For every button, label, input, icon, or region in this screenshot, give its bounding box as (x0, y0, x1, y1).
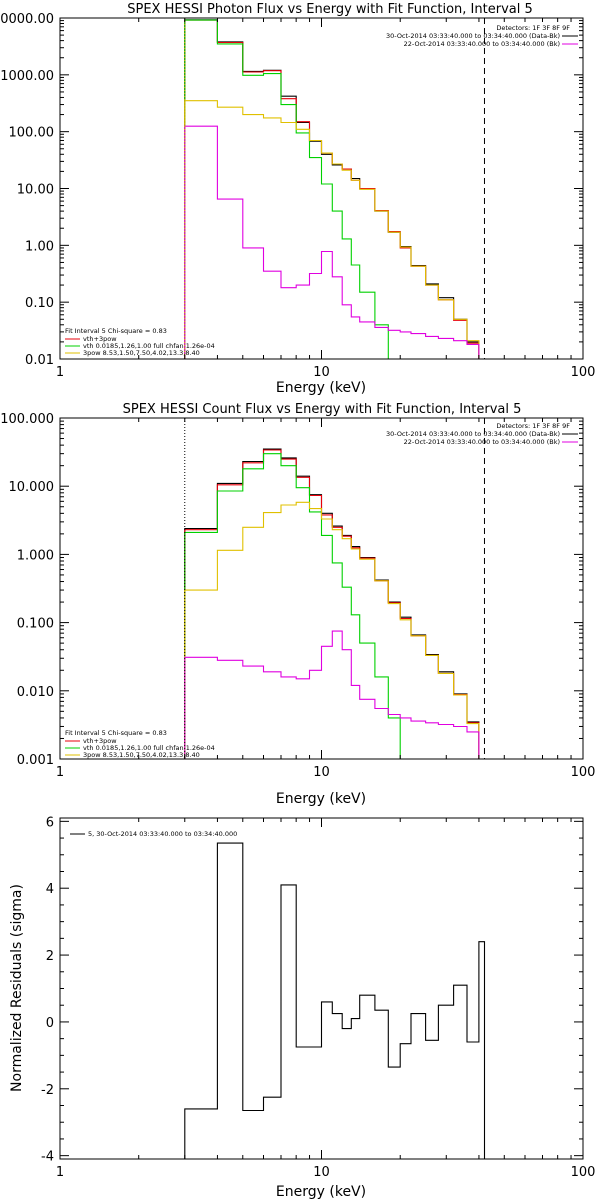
y-tick-label: 1.000 (17, 548, 54, 563)
series-line-vth (184, 19, 479, 360)
legend-entry: vth+3pow (83, 335, 117, 343)
x-tick-label: 100 (571, 1165, 596, 1180)
legend-top-left: 5, 30-Oct-2014 03:33:40.000 to 03:34:40.… (70, 830, 237, 838)
legend-top-right: Detectors: 1F 3F 8F 9F 30-Oct-2014 03:33… (386, 24, 578, 48)
legend-entry: 22-Oct-2014 03:33:40.000 to 03:34:40.000… (404, 40, 560, 48)
y-tick-label: 4 (46, 882, 54, 897)
legend-bottom-left: Fit Interval 5 Chi-square = 0.83 vth+3po… (65, 327, 215, 357)
legend-entry: 30-Oct-2014 03:33:40.000 to 03:34:40.000… (386, 32, 560, 40)
series-line-3pow (184, 501, 480, 759)
x-tick-label: 10 (313, 365, 330, 380)
y-tick-label: 0.010 (17, 685, 54, 700)
legend-entry: 30-Oct-2014 03:33:40.000 to 03:34:40.000… (386, 430, 560, 438)
y-tick-label: 100.000 (0, 412, 54, 427)
count-flux-x-axis-label: Energy (keV) (276, 791, 366, 807)
legend-entry: 3pow 8.53,1.50,7.50,4.02,13.3,8.40 (83, 751, 200, 759)
legend-top-right: Detectors: 1F 3F 8F 9F 30-Oct-2014 03:33… (386, 422, 578, 446)
legend-header: Fit Interval 5 Chi-square = 0.83 (65, 327, 167, 335)
y-tick-label: 6 (46, 815, 54, 830)
photon-flux-plot-frame (59, 17, 584, 360)
legend-entry: 22-Oct-2014 03:33:40.000 to 03:34:40.000… (404, 438, 560, 446)
y-tick-label: 1.00 (25, 239, 54, 254)
legend-entry: vth 0.0185,1.26,1.00 full chfan 1.26e-04 (83, 744, 215, 752)
y-tick-label: 2 (46, 949, 54, 964)
y-tick-label: 10000.00 (0, 12, 54, 27)
series-line-3pow (184, 100, 480, 359)
legend-entry: 5, 30-Oct-2014 03:33:40.000 to 03:34:40.… (88, 830, 237, 838)
residuals-x-axis-label: Energy (keV) (276, 1184, 366, 1200)
legend-entry: vth 0.0185,1.26,1.00 full chfan 1.26e-04 (83, 342, 215, 350)
x-tick-label: 100 (571, 365, 596, 380)
photon-flux-panel: SPEX HESSI Photon Flux vs Energy with Fi… (0, 2, 595, 396)
series-line-vth+3pow (184, 449, 480, 759)
y-tick-label: -4 (41, 1150, 54, 1165)
legend-entry: 3pow 8.53,1.50,7.50,4.02,13.3,8.40 (83, 349, 200, 357)
series-line-series-0 (184, 448, 480, 759)
y-tick-label: 10.00 (17, 183, 54, 198)
series-line-series-4 (184, 630, 480, 759)
x-tick-label: 1 (56, 765, 64, 780)
y-tick-label: 100.00 (9, 126, 55, 141)
y-tick-label: 0.001 (17, 753, 54, 768)
y-tick-label: -2 (41, 1083, 54, 1098)
count-flux-title: SPEX HESSI Count Flux vs Energy with Fit… (123, 402, 522, 417)
y-tick-label: 0 (46, 1016, 54, 1031)
residuals-y-axis-label: Normalized Residuals (sigma) (9, 884, 25, 1092)
count-flux-panel: SPEX HESSI Count Flux vs Energy with Fit… (0, 402, 595, 807)
legend-header: Detectors: 1F 3F 8F 9F (496, 422, 570, 430)
series-line-vth (184, 453, 479, 760)
x-tick-label: 10 (313, 765, 330, 780)
series-line-series-0 (184, 842, 486, 1159)
y-tick-label: 1000.00 (0, 69, 54, 84)
series-line-series-4 (184, 125, 480, 359)
x-tick-label: 1 (56, 365, 64, 380)
y-tick-label: 0.100 (17, 617, 54, 632)
x-tick-label: 1 (56, 1165, 64, 1180)
legend-entry: vth+3pow (83, 737, 117, 745)
legend-header: Fit Interval 5 Chi-square = 0.83 (65, 729, 167, 737)
residuals-panel: -4 -2 0 2 4 6 1 10 100 Energy (keV) Norm… (9, 815, 595, 1200)
y-tick-label: 0.10 (25, 296, 54, 311)
residuals-plot-frame (59, 817, 584, 1160)
photon-flux-title: SPEX HESSI Photon Flux vs Energy with Fi… (127, 2, 533, 17)
photon-flux-x-axis-label: Energy (keV) (276, 380, 366, 396)
legend-bottom-left: Fit Interval 5 Chi-square = 0.83 vth+3po… (65, 729, 215, 759)
x-tick-label: 100 (571, 765, 596, 780)
count-flux-plot-frame (59, 417, 584, 760)
legend-header: Detectors: 1F 3F 8F 9F (496, 24, 570, 32)
y-tick-label: 0.01 (25, 353, 54, 368)
x-tick-label: 10 (313, 1165, 330, 1180)
y-tick-label: 10.000 (9, 480, 55, 495)
